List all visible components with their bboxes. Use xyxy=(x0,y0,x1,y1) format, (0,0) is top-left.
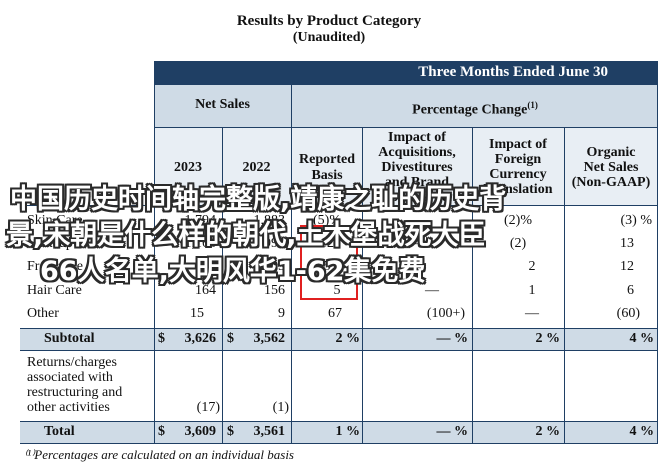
rule xyxy=(20,350,658,351)
row-organic: 12 xyxy=(564,259,634,275)
returns-2023: (17) xyxy=(154,400,220,416)
rule xyxy=(154,127,658,128)
report-title: Results by Product Category xyxy=(0,12,658,30)
col-rule xyxy=(564,128,565,443)
subtotal-label: Subtotal xyxy=(44,331,95,347)
row-organic: (3) % xyxy=(564,213,652,229)
subtotal-2023: 3,626 xyxy=(154,331,216,347)
col-acq-line2: Acquisitions, xyxy=(362,145,472,161)
total-2022: 3,561 xyxy=(222,424,285,440)
col-reported-line2: Basis xyxy=(292,168,362,184)
report-subtitle: (Unaudited) xyxy=(0,29,658,47)
returns-label-line2: associated with xyxy=(27,370,113,386)
net-sales-header: Net Sales xyxy=(154,97,291,113)
row-organic: (60) xyxy=(564,306,640,322)
total-label: Total xyxy=(44,424,75,440)
col-organic-line3: (Non-GAAP) xyxy=(564,175,658,191)
pct-change-label: Percentage Change xyxy=(412,103,527,118)
rule xyxy=(20,421,658,422)
total-organic: 4 % xyxy=(564,424,654,440)
row-2023: 15 xyxy=(154,306,204,322)
overlay-text-line3: 66人名单,大明风华1-62集免费 xyxy=(40,255,425,289)
row-organic: 13 xyxy=(564,236,634,252)
col-rule xyxy=(472,128,473,443)
total-2023: 3,609 xyxy=(154,424,216,440)
col-reported-line1: Reported xyxy=(292,152,362,168)
total-fx: 2 % xyxy=(472,424,560,440)
col-fx-line1: Impact of xyxy=(472,137,564,153)
total-reported: 1 % xyxy=(292,424,360,440)
subtotal-organic: 4 % xyxy=(564,331,654,347)
col-2023-header: 2023 xyxy=(154,160,222,176)
rule xyxy=(154,84,658,85)
subtotal-reported: 2 % xyxy=(292,331,360,347)
subtotal-acq: — % xyxy=(362,331,468,347)
col-fx-line3: Currency xyxy=(472,167,564,183)
footnote: ⁽¹⁾Percentages are calculated on an indi… xyxy=(24,447,294,463)
returns-2022: (1) xyxy=(222,400,289,416)
pct-change-sup: (1) xyxy=(527,100,538,110)
col-acq-line3: Divestitures xyxy=(362,160,472,176)
subtotal-fx: 2 % xyxy=(472,331,560,347)
row-organic: 6 xyxy=(564,283,634,299)
period-label: Three Months Ended June 30 xyxy=(418,64,608,81)
col-organic-line1: Organic xyxy=(564,145,658,161)
returns-label-line3: restructuring and xyxy=(27,385,122,401)
pct-change-header: Percentage Change(1) xyxy=(292,97,658,119)
total-acq: — % xyxy=(362,424,468,440)
rule xyxy=(20,443,658,444)
overlay-text-line2: 景,宋朝是什么样的朝代,土木堡战死大臣 xyxy=(6,219,486,253)
col-2022-header: 2022 xyxy=(222,160,291,176)
col-acq-line1: Impact of xyxy=(362,130,472,146)
col-organic-line2: Net Sales xyxy=(564,160,658,176)
returns-label-line4: other activities xyxy=(27,400,110,416)
row-2022: 9 xyxy=(222,306,285,322)
subtotal-2022: 3,562 xyxy=(222,331,285,347)
overlay-text-line1: 中国历史时间轴完整版,靖康之耻的历史背 xyxy=(10,183,506,217)
rule xyxy=(20,328,658,329)
period-band: Three Months Ended June 30 xyxy=(154,61,658,84)
row-label: Other xyxy=(27,306,59,322)
col-fx-line2: Foreign xyxy=(472,152,564,168)
returns-label-line1: Returns/charges xyxy=(27,355,117,371)
